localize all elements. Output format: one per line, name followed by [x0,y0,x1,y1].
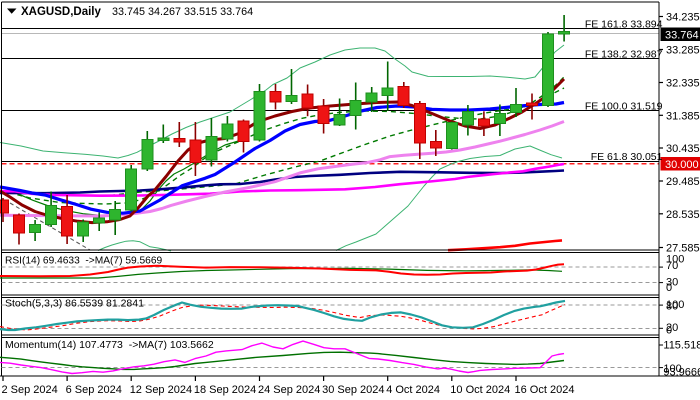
svg-text:28.535: 28.535 [666,209,700,221]
svg-text:33.745 34.267 33.515 33.764: 33.745 34.267 33.515 33.764 [112,6,253,18]
svg-text:32.335: 32.335 [666,78,700,90]
svg-text:30: 30 [666,276,678,288]
svg-text:30.435: 30.435 [666,143,700,155]
svg-text:20: 20 [666,322,678,334]
svg-text:FE 61.8 30.051: FE 61.8 30.051 [591,151,663,163]
svg-text:0: 0 [666,325,672,337]
svg-text:31.385: 31.385 [666,110,700,122]
svg-text:XAGUSD,Daily: XAGUSD,Daily [21,6,101,18]
svg-text:12 Sep 2024: 12 Sep 2024 [130,384,192,396]
svg-text:FE 100.0 31.519: FE 100.0 31.519 [585,100,663,112]
svg-text:27.585: 27.585 [666,243,700,255]
svg-text:33.764: 33.764 [665,30,699,42]
svg-text:80: 80 [666,301,678,313]
svg-text:30 Sep 2024: 30 Sep 2024 [322,384,384,396]
svg-text:29.485: 29.485 [666,176,700,188]
svg-text:FE 161.8 33.894: FE 161.8 33.894 [585,18,663,30]
svg-text:4 Oct 2024: 4 Oct 2024 [386,384,440,396]
svg-text:16 Oct 2024: 16 Oct 2024 [515,384,575,396]
svg-text:10 Oct 2024: 10 Oct 2024 [450,384,510,396]
svg-text:115.5186: 115.5186 [663,340,700,352]
svg-text:33.285: 33.285 [666,45,700,57]
svg-text:2 Sep 2024: 2 Sep 2024 [2,384,58,396]
svg-text:100: 100 [666,253,684,265]
svg-text:24 Sep 2024: 24 Sep 2024 [258,384,320,396]
svg-text:Momentum(14) 107.4773 ->MA(7): Momentum(14) 107.4773 ->MA(7) 103.5662 [5,339,214,351]
svg-text:FE 138.2 32.987: FE 138.2 32.987 [585,48,663,60]
svg-text:Stoch(5,3,3) 86.5539 81.2841: Stoch(5,3,3) 86.5539 81.2841 [5,298,144,310]
svg-text:6 Sep 2024: 6 Sep 2024 [66,384,122,396]
svg-text:0: 0 [666,282,672,294]
svg-text:93.9666: 93.9666 [663,367,700,379]
svg-text:100: 100 [663,363,681,375]
svg-text:30.000: 30.000 [665,159,699,171]
svg-text:18 Sep 2024: 18 Sep 2024 [194,384,256,396]
svg-text:100: 100 [666,299,684,311]
svg-text:70: 70 [666,260,678,272]
svg-text:RSI(14) 69.4633 ->MA(7) 59.56: RSI(14) 69.4633 ->MA(7) 59.5669 [5,256,162,267]
svg-text:34.235: 34.235 [666,12,700,24]
